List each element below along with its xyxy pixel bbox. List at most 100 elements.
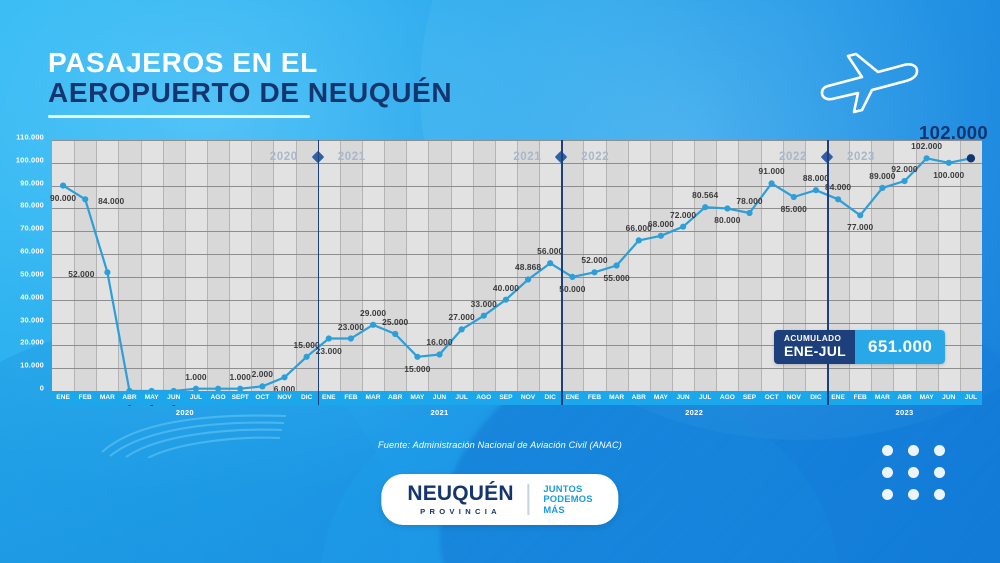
data-point-label: 72.000 bbox=[669, 209, 697, 220]
latest-value-callout: 102.000 bbox=[919, 122, 988, 143]
gridline-horizontal bbox=[52, 162, 982, 164]
series-point bbox=[702, 204, 709, 211]
x-axis-tick-label: MAR bbox=[609, 394, 625, 401]
data-point-label: 52.000 bbox=[581, 255, 608, 266]
gridline-horizontal bbox=[52, 208, 982, 210]
x-axis-tick-label: AGO bbox=[476, 394, 492, 401]
data-point-label: 23.000 bbox=[337, 321, 365, 332]
x-axis-tick-label: JUL bbox=[698, 394, 712, 401]
plot-band bbox=[207, 140, 230, 391]
data-point-label: 1.000 bbox=[185, 371, 207, 382]
series-point bbox=[945, 159, 952, 166]
year-marker-label: 2022 bbox=[581, 151, 610, 163]
gridline-vertical bbox=[384, 140, 386, 391]
plot-band bbox=[118, 140, 141, 391]
x-axis-tick-label: NOV bbox=[520, 394, 536, 401]
x-axis-tick-label: NOV bbox=[277, 394, 292, 401]
gridline-vertical bbox=[118, 140, 120, 391]
x-axis-tick-label: ENE bbox=[56, 394, 70, 401]
series-point bbox=[60, 182, 67, 189]
plot-band bbox=[782, 140, 805, 391]
series-point bbox=[857, 212, 864, 219]
gridline-horizontal bbox=[52, 345, 982, 347]
y-axis-tick-label: 20.000 bbox=[20, 337, 44, 347]
badge-label-bottom: ENE-JUL bbox=[784, 342, 846, 359]
x-axis-tick-label: MAY bbox=[653, 394, 668, 401]
plot-band bbox=[472, 140, 495, 391]
x-axis-tick-label: MAR bbox=[874, 394, 890, 401]
data-point-label: 15.000 bbox=[404, 363, 431, 374]
x-axis-tick-label: FEB bbox=[344, 394, 358, 401]
x-axis-tick-label: ENE bbox=[322, 394, 336, 401]
year-marker-label: 2020 bbox=[269, 151, 298, 163]
logo: NEUQUÉN PROVINCIA JUNTOS PODEMOS MÁS bbox=[381, 474, 619, 525]
gridline-horizontal bbox=[52, 231, 982, 233]
x-axis-tick-label: OCT bbox=[255, 394, 270, 401]
gridline-vertical bbox=[251, 140, 253, 391]
x-axis-tick-label: JUL bbox=[964, 394, 978, 401]
data-point-label: 1.000 bbox=[229, 371, 251, 382]
x-axis-tick-label: ENE bbox=[831, 394, 845, 401]
gridline-vertical bbox=[273, 140, 275, 391]
plot-band bbox=[517, 140, 540, 391]
x-axis-tick-label: SEP bbox=[499, 394, 513, 401]
data-point-label: 91.000 bbox=[758, 166, 785, 177]
x-axis-tick-label: AGO bbox=[210, 394, 226, 401]
gridline-vertical bbox=[738, 140, 740, 391]
data-point-label: 55.000 bbox=[603, 272, 630, 283]
x-axis-year-label: 2022 bbox=[685, 408, 704, 417]
data-point-label: 68.000 bbox=[647, 218, 675, 229]
data-point-label: 6.000 bbox=[273, 384, 296, 395]
page-title: PASAJEROS EN EL AEROPUERTO DE NEUQUÉN bbox=[48, 47, 452, 119]
series-point bbox=[879, 184, 886, 191]
data-point-label: 80.564 bbox=[692, 190, 719, 201]
x-axis-year-label: 2021 bbox=[430, 408, 449, 417]
x-axis-tick-label: MAR bbox=[365, 394, 381, 401]
data-point-label: 78.000 bbox=[736, 196, 763, 207]
logo-slogan: JUNTOS PODEMOS MÁS bbox=[543, 482, 593, 515]
year-marker-label: 2022 bbox=[779, 151, 807, 163]
x-axis-tick-label: ENE bbox=[565, 394, 580, 401]
x-axis-tick-label: FEB bbox=[78, 394, 92, 401]
x-axis-year-label: 2020 bbox=[175, 408, 194, 417]
plot-band bbox=[251, 140, 274, 391]
x-axis-tick-label: NOV bbox=[786, 394, 801, 401]
series-point bbox=[436, 351, 443, 358]
series-point bbox=[104, 269, 111, 276]
gridline-vertical bbox=[649, 140, 651, 391]
series-point bbox=[215, 385, 222, 392]
series-point bbox=[82, 196, 89, 203]
data-point-label: 80.000 bbox=[714, 215, 741, 226]
series-point bbox=[680, 223, 687, 230]
series-point bbox=[923, 155, 930, 162]
x-axis-tick-label: ABR bbox=[631, 394, 646, 401]
gridline-vertical bbox=[782, 140, 784, 391]
x-axis-tick-label: DIC bbox=[300, 394, 313, 401]
passenger-line-series bbox=[60, 154, 976, 395]
dots-decoration bbox=[882, 445, 960, 511]
x-axis-tick-label: MAY bbox=[919, 394, 934, 401]
gridline-vertical bbox=[406, 140, 408, 391]
plot-band bbox=[649, 140, 672, 391]
gridline-vertical bbox=[959, 140, 961, 391]
x-axis-tick-label: DIC bbox=[810, 394, 822, 401]
gridline-vertical bbox=[672, 140, 673, 391]
x-axis-tick-label: OCT bbox=[764, 394, 779, 401]
year-marker-label: 2021 bbox=[337, 151, 366, 163]
series-point bbox=[480, 312, 487, 319]
y-axis-tick-label: 10.000 bbox=[20, 360, 44, 370]
gridline-vertical bbox=[583, 140, 585, 391]
gridline-vertical bbox=[472, 140, 474, 391]
gridline-vertical bbox=[517, 140, 518, 391]
series-point bbox=[966, 154, 976, 163]
series-point bbox=[768, 180, 775, 187]
badge-label-top: ACUMULADO bbox=[784, 334, 842, 344]
title-line-1: PASAJEROS EN EL bbox=[48, 47, 318, 78]
swoosh-decoration bbox=[101, 414, 287, 458]
series-point bbox=[635, 237, 642, 244]
data-point-label: 84.000 bbox=[98, 196, 125, 207]
y-axis-tick-label: 90.000 bbox=[20, 178, 44, 188]
y-axis-tick-label: 50.000 bbox=[20, 269, 44, 279]
series-point bbox=[281, 374, 288, 381]
y-axis-tick-label: 30.000 bbox=[20, 315, 44, 325]
